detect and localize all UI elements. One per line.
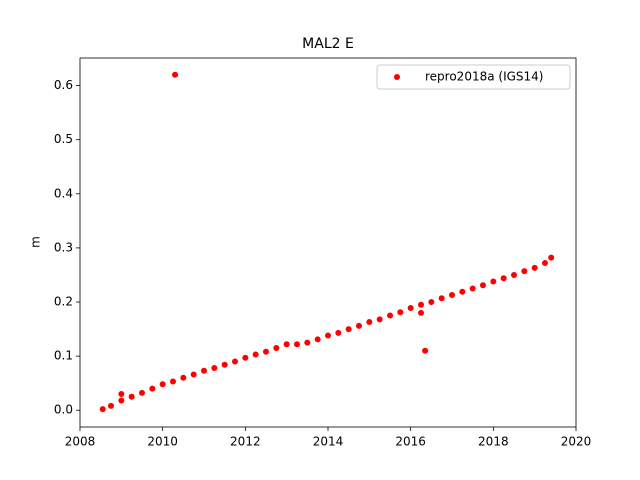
point	[345, 326, 352, 333]
point	[428, 299, 435, 306]
point	[459, 288, 466, 295]
point	[521, 268, 528, 275]
point	[149, 385, 156, 392]
y-tick-label: 0.3	[54, 240, 73, 254]
point	[531, 264, 538, 271]
x-tick-label: 2008	[65, 435, 96, 449]
legend-marker	[394, 74, 400, 80]
point	[201, 367, 207, 374]
chart-title: MAL2 E	[302, 36, 354, 52]
x-tick-label: 2016	[395, 435, 426, 449]
point	[304, 339, 311, 346]
y-tick-label: 0.4	[54, 186, 73, 200]
point	[273, 345, 280, 352]
legend-label: repro2018a (IGS14)	[425, 70, 543, 84]
point	[387, 312, 393, 319]
point	[480, 282, 486, 289]
point	[263, 348, 269, 355]
point	[366, 319, 373, 326]
point	[469, 285, 476, 292]
y-tick-label: 0.2	[54, 295, 73, 309]
point	[314, 336, 321, 343]
y-tick-label: 0.6	[54, 78, 73, 92]
x-tick-label: 2020	[561, 435, 592, 449]
point	[159, 381, 166, 388]
x-tick-label: 2018	[478, 435, 509, 449]
point	[118, 390, 125, 397]
point	[511, 271, 517, 278]
plot-frame	[79, 57, 577, 428]
legend-box	[376, 64, 571, 90]
point	[335, 329, 342, 336]
y-tick-label: 0.5	[54, 132, 73, 146]
point	[356, 322, 362, 329]
point	[170, 378, 176, 385]
point	[294, 341, 300, 348]
point	[118, 397, 125, 404]
point	[548, 254, 555, 261]
point	[128, 393, 135, 400]
point	[418, 309, 424, 316]
point	[500, 275, 507, 282]
point	[490, 278, 497, 285]
point	[418, 301, 424, 308]
point	[242, 354, 249, 361]
point	[407, 304, 414, 311]
point	[221, 361, 228, 368]
point	[211, 365, 218, 372]
y-axis-label: m	[29, 236, 43, 248]
point	[397, 309, 404, 316]
point	[232, 358, 238, 365]
point	[139, 389, 145, 396]
point	[325, 332, 331, 339]
x-tick-label: 2012	[230, 435, 261, 449]
point	[376, 316, 383, 323]
y-tick-label: 0.1	[54, 349, 73, 363]
point	[542, 260, 548, 267]
x-tick-label: 2010	[147, 435, 178, 449]
y-tick-label: 0.0	[54, 403, 73, 417]
point	[108, 402, 114, 409]
x-tick-label: 2014	[313, 435, 344, 449]
point	[190, 371, 197, 378]
point	[449, 291, 455, 298]
point	[438, 295, 445, 302]
point	[422, 347, 429, 354]
point	[252, 351, 259, 358]
point	[180, 374, 187, 381]
point	[172, 71, 179, 78]
point	[283, 341, 290, 348]
point	[99, 406, 106, 413]
